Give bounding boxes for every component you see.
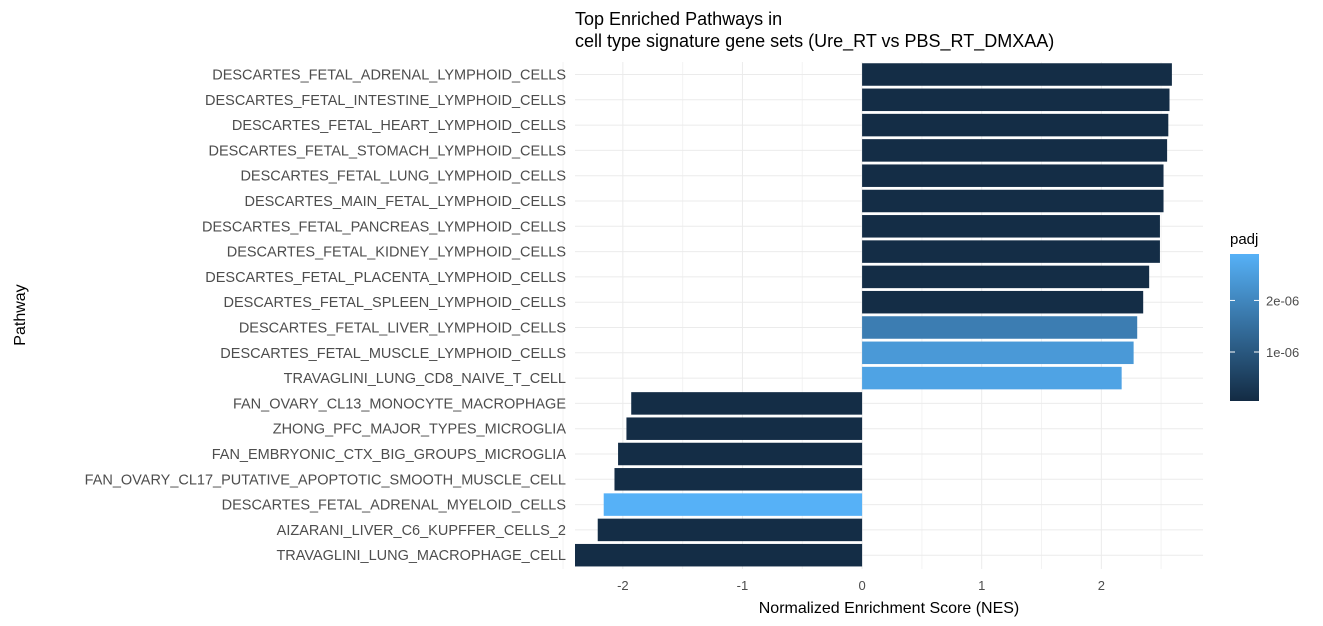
x-tick-label: -1 [737,578,749,593]
y-tick-label: DESCARTES_FETAL_ADRENAL_MYELOID_CELLS [222,498,566,514]
bar [862,316,1138,339]
y-axis-title: Pathway [12,284,29,345]
y-tick-label: DESCARTES_MAIN_FETAL_LYMPHOID_CELLS [244,194,566,210]
y-tick-label: DESCARTES_FETAL_LUNG_LYMPHOID_CELLS [240,169,566,185]
bar [862,265,1150,289]
y-tick-label: FAN_OVARY_CL17_PUTATIVE_APOPTOTIC_SMOOTH… [85,472,566,488]
x-tick-label: 0 [858,578,865,593]
x-tick-label: 2 [1098,578,1105,593]
grid-lines [562,62,1203,569]
bar [631,392,863,415]
x-tick-label: 1 [978,578,985,593]
y-tick-label: DESCARTES_FETAL_MUSCLE_LYMPHOID_CELLS [220,346,566,362]
padj-colorbar-legend: padj 1e-06 2e-06 [1230,231,1299,401]
bar [862,189,1164,213]
bar [862,366,1122,390]
bar [597,518,863,542]
bar [862,63,1172,86]
bar [862,240,1160,263]
y-tick-label: DESCARTES_FETAL_STOMACH_LYMPHOID_CELLS [208,143,566,159]
x-tick-labels: -2 -1 0 1 2 [617,578,1105,593]
bar [614,468,863,491]
y-tick-label: TRAVAGLINI_LUNG_CD8_NAIVE_T_CELL [284,371,566,387]
y-tick-label: TRAVAGLINI_LUNG_MACROPHAGE_CELL [276,548,566,564]
y-tick-label: DESCARTES_FETAL_SPLEEN_LYMPHOID_CELLS [224,295,567,311]
bar [862,215,1160,238]
y-tick-label: DESCARTES_FETAL_LIVER_LYMPHOID_CELLS [239,321,566,337]
chart-title-line-2: cell type signature gene sets (Ure_RT vs… [575,31,1054,52]
bar [862,88,1170,112]
y-tick-label: DESCARTES_FETAL_PLACENTA_LYMPHOID_CELLS [205,270,566,286]
y-tick-label: DESCARTES_FETAL_KIDNEY_LYMPHOID_CELLS [227,245,566,261]
bar [862,341,1134,365]
bar [862,113,1169,137]
legend-colorbar [1230,254,1259,401]
legend-ticks: 1e-06 2e-06 [1230,293,1299,360]
legend-tick-label: 1e-06 [1266,345,1299,360]
y-tick-label: FAN_OVARY_CL13_MONOCYTE_MACROPHAGE [233,396,566,412]
bar [862,139,1168,162]
chart-title-line-1: Top Enriched Pathways in [575,9,782,29]
legend-title: padj [1230,231,1258,248]
y-tick-label: DESCARTES_FETAL_PANCREAS_LYMPHOID_CELLS [202,219,566,235]
y-tick-label: AIZARANI_LIVER_C6_KUPFFER_CELLS_2 [277,523,566,539]
y-tick-label: DESCARTES_FETAL_HEART_LYMPHOID_CELLS [232,118,566,134]
y-tick-label: ZHONG_PFC_MAJOR_TYPES_MICROGLIA [273,422,567,438]
y-tick-label: FAN_EMBRYONIC_CTX_BIG_GROUPS_MICROGLIA [212,447,567,463]
bar [575,543,863,567]
bars [575,63,1172,567]
bar [862,164,1164,187]
y-tick-labels: DESCARTES_FETAL_ADRENAL_LYMPHOID_CELLS DE… [85,68,567,565]
bar [618,442,863,466]
bar [626,417,863,440]
x-axis-title: Normalized Enrichment Score (NES) [759,600,1020,617]
bar [862,290,1144,314]
y-tick-label: DESCARTES_FETAL_INTESTINE_LYMPHOID_CELLS [205,93,566,109]
bar [603,493,863,516]
legend-tick-label: 2e-06 [1266,293,1299,308]
x-tick-label: -2 [617,578,629,593]
y-tick-label: DESCARTES_FETAL_ADRENAL_LYMPHOID_CELLS [212,68,566,84]
